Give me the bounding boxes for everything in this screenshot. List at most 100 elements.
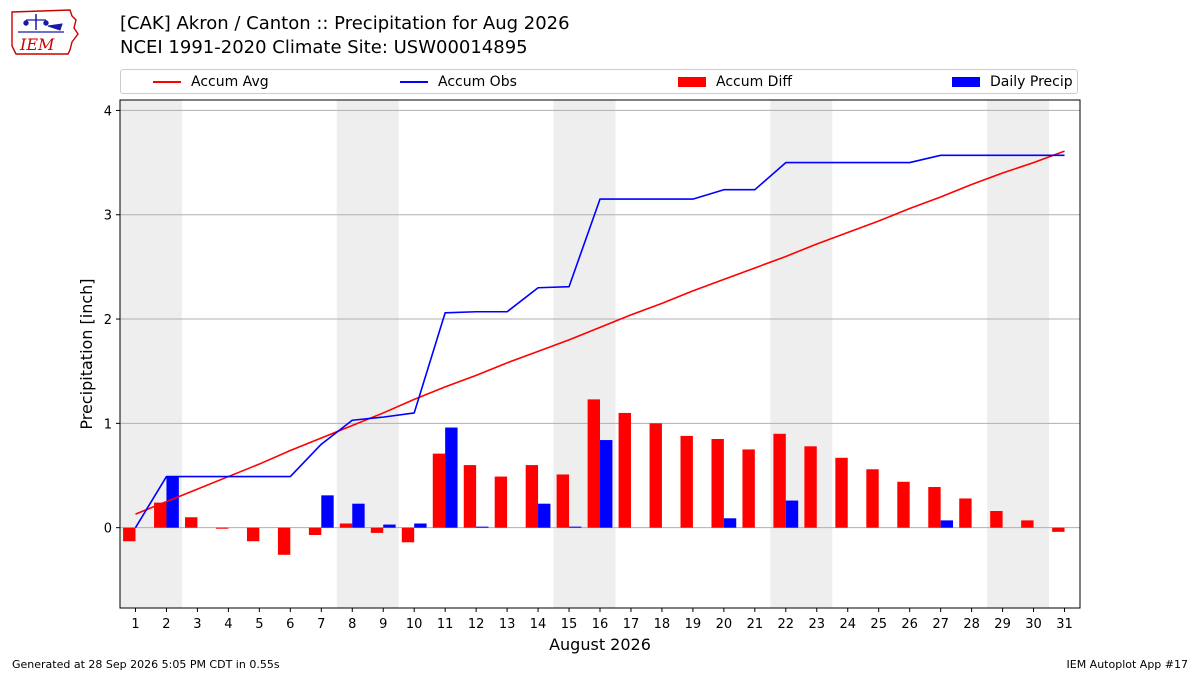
daily-precip-bar (476, 526, 489, 528)
legend-label-accum-diff: Accum Diff (716, 74, 793, 90)
accum-diff-bar (835, 457, 848, 528)
x-tick-label: 17 (623, 617, 640, 632)
weekend-shade-band (336, 100, 399, 608)
accum-diff-bar (711, 439, 724, 528)
x-tick-label: 23 (809, 617, 826, 632)
legend-item-accum-avg: Accum Avg (153, 74, 269, 90)
x-tick-label: 14 (530, 617, 547, 632)
generated-timestamp: Generated at 28 Sep 2026 5:05 PM CDT in … (12, 658, 280, 671)
accum-diff-bar (216, 527, 229, 529)
daily-precip-bar (723, 518, 737, 528)
legend-swatch-accum-diff (678, 77, 706, 87)
x-tick-label: 13 (499, 617, 516, 632)
y-axis-ticks: 0 1 2 3 4 (104, 104, 120, 537)
x-tick-label: 25 (870, 617, 887, 632)
accum-diff-bar (494, 476, 508, 528)
accum-diff-bar (1021, 520, 1034, 528)
x-tick-label: 6 (286, 617, 294, 632)
legend-label-accum-obs: Accum Obs (438, 74, 517, 90)
accum-diff-bar (432, 453, 446, 528)
x-axis-label: August 2026 (549, 635, 651, 654)
x-tick-label: 29 (994, 617, 1011, 632)
legend-item-accum-diff: Accum Diff (678, 74, 792, 90)
daily-precip-bar (383, 524, 396, 528)
accum-diff-bar (959, 498, 972, 528)
daily-precip-bar (321, 495, 334, 528)
accum-diff-bar (246, 527, 260, 542)
legend-item-daily-precip: Daily Precip (952, 74, 1073, 90)
x-tick-label: 11 (437, 617, 454, 632)
accum-diff-bar (680, 435, 693, 528)
accum-avg-line (135, 150, 1065, 515)
daily-precip-bar (940, 520, 954, 528)
accum-diff-bar (308, 527, 322, 535)
legend-swatch-accum-obs (400, 81, 428, 83)
y-tick-label: 0 (104, 522, 112, 537)
accum-diff-bar (185, 517, 198, 528)
daily-precip-bar (414, 523, 427, 528)
accum-diff-bar (154, 502, 167, 528)
iowa-outline (11, 9, 79, 55)
accum-diff-bar (990, 510, 1003, 528)
accum-diff-bar (525, 465, 539, 528)
accum-diff-bar (370, 527, 384, 533)
accum-diff-bar (277, 527, 291, 555)
x-tick-label: 2 (162, 617, 170, 632)
x-tick-label: 7 (317, 617, 325, 632)
accum-diff-bar (866, 469, 879, 528)
daily-precip-bar (445, 427, 458, 528)
accum-diff-bar (649, 423, 662, 528)
daily-precip-bar (785, 500, 799, 528)
x-tick-label: 27 (932, 617, 949, 632)
y-tick-label: 3 (104, 209, 112, 224)
y-tick-label: 2 (104, 313, 112, 328)
x-axis-ticks: 1 2 3 4 5 6 7 8 9 10 11 12 13 14 15 16 17 18 19 20 21 22 23 24 2… (131, 608, 1073, 632)
x-tick-label: 9 (379, 617, 387, 632)
daily-precip-bar (538, 503, 551, 528)
x-tick-label: 28 (963, 617, 980, 632)
accum-diff-bar (618, 412, 631, 528)
weekend-shade-band (770, 100, 833, 608)
y-axis-label: Precipitation [inch] (77, 278, 96, 429)
x-tick-label: 4 (224, 617, 232, 632)
x-tick-label: 20 (716, 617, 733, 632)
accum-diff-bar (804, 446, 817, 528)
accum-diff-bar (463, 465, 477, 528)
x-tick-label: 8 (348, 617, 356, 632)
x-tick-label: 30 (1025, 617, 1042, 632)
daily-precip-bar (352, 503, 365, 528)
accum-diff-bar (401, 527, 415, 543)
weather-station-icon (18, 14, 64, 33)
legend-swatch-daily-precip (952, 77, 980, 87)
daily-precip-bar (569, 526, 582, 528)
accum-obs-line (134, 154, 1065, 529)
chart-legend: Accum Avg Accum Obs Accum Diff Daily Pre… (120, 69, 1078, 94)
x-tick-label: 26 (901, 617, 918, 632)
x-tick-label: 15 (561, 617, 578, 632)
x-tick-label: 10 (406, 617, 423, 632)
x-tick-label: 18 (654, 617, 671, 632)
autoplot-app-label: IEM Autoplot App #17 (1066, 658, 1189, 671)
bars (123, 399, 1065, 555)
accum-diff-bar (742, 449, 755, 528)
iem-logo: IEM (11, 9, 79, 55)
x-tick-label: 16 (592, 617, 609, 632)
accum-diff-bar (773, 433, 786, 528)
x-tick-label: 3 (193, 617, 201, 632)
chart-subtitle: NCEI 1991-2020 Climate Site: USW00014895 (120, 37, 528, 58)
legend-swatch-accum-avg (153, 81, 181, 83)
x-tick-label: 12 (468, 617, 485, 632)
accum-diff-bar (123, 527, 136, 542)
accum-diff-bar (587, 399, 600, 528)
daily-precip-bar (600, 440, 613, 528)
x-tick-label: 31 (1056, 617, 1073, 632)
x-tick-label: 19 (685, 617, 702, 632)
y-tick-label: 4 (104, 104, 112, 119)
x-tick-label: 22 (778, 617, 795, 632)
series-lines (134, 150, 1065, 529)
x-tick-label: 5 (255, 617, 263, 632)
legend-item-accum-obs: Accum Obs (400, 74, 517, 90)
accum-diff-bar (897, 481, 910, 528)
x-tick-label: 24 (839, 617, 856, 632)
